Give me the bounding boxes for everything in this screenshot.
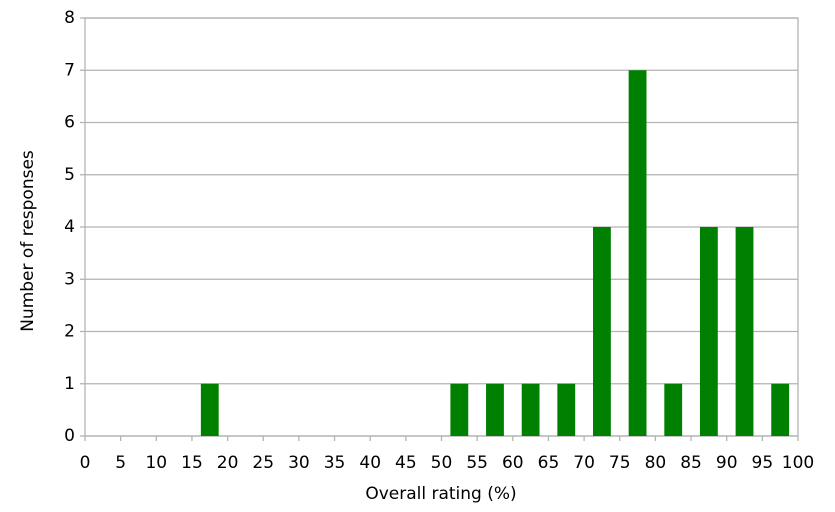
x-tick-label: 0 <box>80 453 91 473</box>
x-tick-label: 5 <box>115 453 126 473</box>
bar <box>664 383 683 436</box>
y-tick-label: 6 <box>64 113 75 133</box>
y-axis-label: Number of responses <box>18 150 38 332</box>
x-tick-label: 85 <box>680 453 702 473</box>
x-tick-label: 65 <box>538 453 560 473</box>
x-tick-label: 55 <box>466 453 488 473</box>
bar <box>628 70 647 436</box>
x-tick-label: 95 <box>752 453 774 473</box>
x-tick-label: 90 <box>716 453 738 473</box>
y-tick-label: 4 <box>64 217 75 237</box>
y-tick-label: 3 <box>64 269 75 289</box>
x-tick-label: 40 <box>359 453 381 473</box>
x-axis-label: Overall rating (%) <box>365 484 516 504</box>
x-tick-label: 25 <box>252 453 274 473</box>
y-tick-label: 7 <box>64 60 75 80</box>
x-tick-label: 15 <box>181 453 203 473</box>
y-tick-label: 0 <box>64 426 75 446</box>
bar <box>699 227 718 436</box>
bar <box>593 227 611 436</box>
bar <box>521 383 540 436</box>
bar <box>486 383 504 436</box>
bar <box>200 383 219 436</box>
x-tick-label: 50 <box>431 453 453 473</box>
y-tick-label: 2 <box>64 322 75 342</box>
x-tick-label: 45 <box>395 453 417 473</box>
bar <box>735 227 754 436</box>
y-tick-label: 8 <box>64 8 75 28</box>
x-tick-label: 10 <box>145 453 167 473</box>
x-tick-label: 75 <box>609 453 631 473</box>
y-tick-label: 1 <box>64 374 75 394</box>
bar <box>450 383 469 436</box>
x-tick-label: 20 <box>217 453 239 473</box>
x-tick-label: 35 <box>324 453 346 473</box>
x-tick-label: 100 <box>782 453 814 473</box>
x-tick-label: 80 <box>645 453 667 473</box>
x-tick-label: 60 <box>502 453 524 473</box>
bar <box>557 383 576 436</box>
x-tick-label: 70 <box>573 453 595 473</box>
x-tick-label: 30 <box>288 453 310 473</box>
bar <box>771 383 790 436</box>
y-tick-label: 5 <box>64 165 75 185</box>
